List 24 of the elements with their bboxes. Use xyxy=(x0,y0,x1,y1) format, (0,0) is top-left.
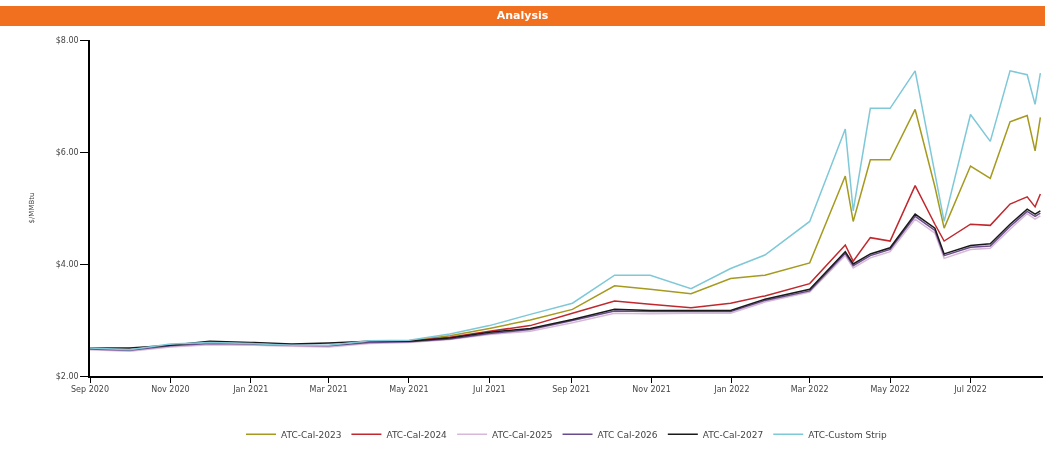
x-tick-label: Sep 2021 xyxy=(552,385,591,395)
x-tick-label: Sep 2020 xyxy=(71,385,109,395)
x-tick-label: Nov 2021 xyxy=(632,385,671,395)
line-series xyxy=(90,70,1042,351)
x-tick-label: Jan 2022 xyxy=(713,385,750,395)
legend-label: ATC Cal-2026 xyxy=(597,429,658,440)
legend-label: ATC-Cal-2024 xyxy=(386,429,448,440)
x-tick-label: Jul 2021 xyxy=(472,385,506,395)
x-tick-label: Jul 2022 xyxy=(953,385,987,395)
chart-title: Analysis xyxy=(0,6,1045,26)
legend-label: ATC-Cal-2025 xyxy=(492,429,553,440)
y-tick-label: $6.00 xyxy=(55,147,79,157)
x-tick-label: Nov 2020 xyxy=(151,385,190,395)
x-tick-label: May 2022 xyxy=(870,385,910,395)
legend-label: ATC-Cal-2027 xyxy=(702,429,764,440)
y-tick-label: $8.00 xyxy=(55,35,79,45)
legend-label: ATC-Cal-2023 xyxy=(281,429,342,440)
x-tick-label: May 2021 xyxy=(389,385,429,395)
x-tick-label: Mar 2022 xyxy=(790,385,829,395)
y-tick-label: $2.00 xyxy=(55,371,79,381)
x-tick-label: Mar 2021 xyxy=(309,385,348,395)
legend-label: ATC-Custom Strip xyxy=(808,429,887,440)
y-tick-label: $4.00 xyxy=(55,259,79,269)
x-tick-label: Jan 2021 xyxy=(232,385,269,395)
